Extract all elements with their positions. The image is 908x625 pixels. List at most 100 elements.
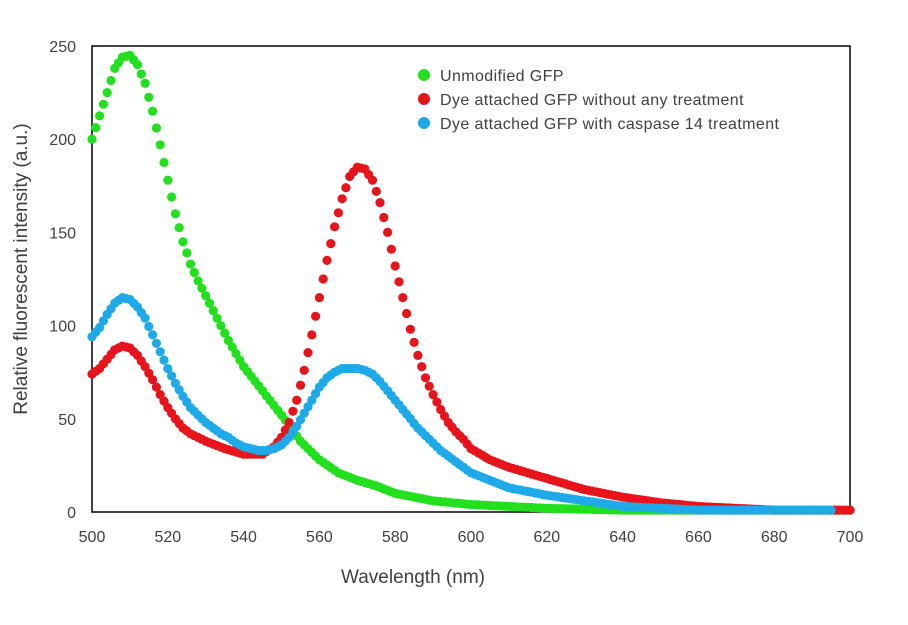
- data-point: [167, 371, 177, 381]
- data-point: [140, 313, 150, 323]
- x-tick-label: 620: [533, 529, 560, 546]
- data-point: [314, 293, 324, 303]
- data-point: [189, 267, 199, 278]
- data-point: [178, 237, 188, 247]
- data-point: [208, 306, 218, 316]
- data-point: [402, 308, 412, 319]
- data-point: [148, 330, 158, 340]
- data-point: [337, 194, 347, 204]
- data-point: [151, 123, 161, 133]
- data-point: [295, 380, 306, 390]
- data-point: [148, 375, 158, 385]
- data-point: [155, 140, 165, 150]
- y-axis-label: Relative fluorescent intensity (a.u.): [11, 123, 32, 414]
- data-point: [163, 175, 173, 185]
- data-point: [826, 505, 836, 515]
- data-point: [420, 373, 431, 383]
- data-point: [379, 212, 389, 223]
- data-point: [106, 75, 116, 86]
- x-axis-label: Wavelength (nm): [341, 567, 485, 588]
- x-tick-label: 560: [306, 529, 333, 546]
- data-point: [212, 313, 222, 323]
- data-point: [102, 88, 112, 98]
- data-point: [182, 248, 192, 258]
- data-point: [144, 92, 154, 102]
- data-point: [428, 390, 438, 400]
- data-point: [424, 381, 434, 391]
- data-point: [322, 255, 332, 265]
- data-point: [87, 134, 97, 144]
- data-point: [409, 337, 419, 347]
- data-point: [405, 324, 415, 334]
- series-2-points: [87, 162, 855, 515]
- data-point: [144, 321, 154, 332]
- data-point: [95, 111, 105, 121]
- data-point: [280, 425, 290, 435]
- data-point: [163, 363, 173, 374]
- y-tick-label: 0: [67, 505, 76, 522]
- data-point: [155, 347, 165, 357]
- data-point: [159, 157, 169, 168]
- x-tick-label: 660: [685, 529, 712, 546]
- y-tick-labels: 0 50 100 150 200 250: [49, 39, 76, 522]
- data-point: [151, 338, 161, 348]
- data-point: [98, 99, 108, 109]
- data-point: [197, 283, 207, 293]
- data-point: [333, 208, 343, 218]
- data-point: [292, 395, 302, 405]
- data-point: [394, 277, 404, 287]
- legend: Unmodified GFP Dye attached GFP without a…: [418, 68, 779, 133]
- data-point: [193, 276, 203, 286]
- legend-label: Dye attached GFP with caspase 14 treatme…: [440, 116, 779, 133]
- data-point: [91, 123, 101, 133]
- data-point: [151, 382, 161, 392]
- legend-marker: [418, 93, 430, 105]
- legend-marker: [418, 117, 430, 129]
- data-point: [341, 183, 351, 193]
- x-tick-label: 700: [837, 529, 864, 546]
- data-point: [140, 78, 150, 88]
- data-point: [288, 406, 298, 416]
- x-tick-label: 680: [761, 529, 788, 546]
- data-point: [845, 505, 855, 515]
- data-point: [216, 321, 226, 331]
- x-tick-label: 520: [154, 529, 181, 546]
- x-tick-label: 640: [609, 529, 636, 546]
- data-point: [299, 365, 309, 375]
- data-point: [307, 330, 317, 340]
- plot-area-frame: [91, 45, 851, 513]
- data-point: [159, 355, 169, 365]
- y-tick-label: 250: [49, 39, 76, 56]
- data-point: [185, 259, 196, 269]
- data-point: [383, 227, 393, 237]
- y-tick-label: 100: [49, 319, 76, 336]
- data-point: [136, 69, 146, 79]
- data-point: [311, 311, 321, 321]
- legend-label: Dye attached GFP without any treatment: [440, 92, 744, 109]
- data-point: [398, 293, 408, 303]
- data-point: [204, 298, 215, 308]
- x-tick-label: 540: [230, 529, 257, 546]
- data-point: [284, 417, 294, 428]
- data-point: [174, 223, 184, 233]
- data-point: [201, 291, 211, 301]
- x-tick-labels: 500 520 540 560 580 600 620 640 660 680 700: [79, 529, 864, 546]
- data-point: [326, 239, 336, 249]
- series-3-points: [87, 293, 836, 515]
- data-point: [148, 106, 158, 116]
- data-point: [390, 261, 400, 271]
- data-point: [432, 397, 442, 407]
- data-point: [167, 192, 177, 202]
- data-points: [87, 50, 855, 515]
- data-point: [318, 274, 328, 284]
- data-point: [367, 175, 378, 185]
- x-tick-label: 500: [79, 529, 106, 546]
- data-point: [413, 350, 423, 360]
- data-point: [375, 198, 385, 208]
- data-point: [170, 209, 180, 219]
- data-point: [330, 222, 340, 232]
- x-tick-label: 600: [458, 529, 485, 546]
- data-point: [386, 244, 396, 254]
